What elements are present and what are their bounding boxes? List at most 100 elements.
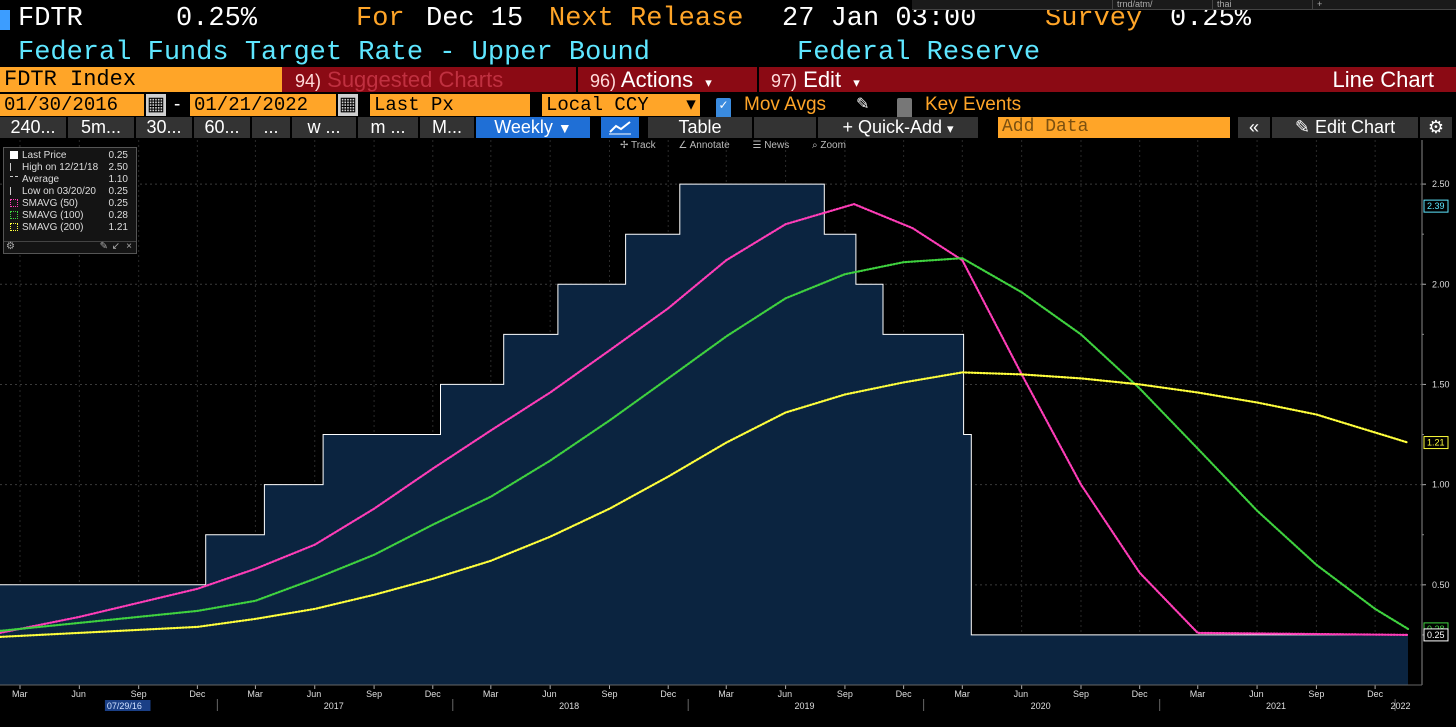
line-chart-icon[interactable] — [601, 117, 639, 138]
date-controls: 01/30/2016 ▦ - 01/21/2022 ▦ Last Px Loca… — [0, 94, 1456, 120]
price-chart[interactable]: 0.501.001.502.002.502.391.210.280.25 Mar… — [0, 140, 1456, 727]
description: Federal Funds Target Rate - Upper Bound — [18, 38, 650, 68]
key-events-label[interactable]: Key Events — [925, 94, 1022, 115]
top-cell[interactable]: thai — [1212, 0, 1312, 9]
pencil-icon[interactable]: ✎ — [856, 96, 870, 113]
series-line-smavg-2 — [0, 257, 1410, 632]
edit-chart-label: Edit Chart — [1315, 117, 1396, 137]
suggested-charts-button[interactable]: 94) Suggested Charts — [285, 67, 573, 92]
currency-select[interactable]: Local CCY — [542, 94, 682, 116]
collapse-icon[interactable]: « — [1238, 117, 1270, 138]
gear-icon[interactable]: ⚙ — [1420, 117, 1452, 138]
period-button[interactable]: w ... — [292, 117, 356, 138]
edit-chart-button[interactable]: ✎ Edit Chart — [1272, 117, 1418, 138]
y-axis: 0.501.001.502.002.502.391.210.280.25 — [1421, 140, 1456, 727]
news-tool[interactable]: ☰ News — [752, 140, 790, 151]
close-icon[interactable]: × — [126, 241, 132, 252]
x-tick-label: Jun — [1249, 689, 1264, 699]
x-tick-label: Dec — [896, 689, 913, 699]
value-tag — [1423, 628, 1449, 642]
top-right-strip: trnd/atm/ thai + — [912, 0, 1456, 10]
actions-label: Actions — [620, 67, 694, 92]
value-tag — [1423, 199, 1449, 213]
y-tick-label: 2.50 — [1432, 179, 1450, 189]
gear-icon[interactable]: ⚙ — [6, 241, 15, 252]
legend-swatch — [10, 211, 18, 219]
legend-item: Average 1.10 — [10, 174, 134, 186]
x-tick-label: Dec — [1367, 689, 1384, 699]
mov-avgs-label[interactable]: Mov Avgs — [744, 94, 827, 115]
high-icon — [10, 163, 18, 171]
period-toolbar: 240... 5m... 30... 60... ... w ... m ...… — [0, 117, 1456, 139]
pencil-icon: ✎ — [1294, 117, 1311, 137]
suggested-label: Suggested Charts — [327, 67, 504, 92]
top-cell[interactable]: + — [1312, 0, 1412, 9]
period-button[interactable]: 5m... — [68, 117, 134, 138]
period-button[interactable]: 60... — [194, 117, 250, 138]
blank-button — [754, 117, 816, 138]
value-tag-label: 2.39 — [1427, 201, 1445, 211]
chart-tools: ✢ Track ∠ Annotate ☰ News ⌕ Zoom — [620, 140, 866, 151]
value-tag-label: 0.25 — [1427, 630, 1445, 640]
table-button[interactable]: Table — [648, 117, 752, 138]
value-tag — [1423, 436, 1449, 450]
year-label: 2019 — [795, 701, 815, 711]
year-label: 2022 — [1391, 701, 1411, 711]
x-tick-label: Dec — [425, 689, 442, 699]
x-tick-label: Mar — [718, 689, 734, 699]
series-line-last-price — [0, 183, 1408, 636]
x-tick-label: Mar — [1190, 689, 1206, 699]
actions-menu[interactable]: 96) Actions ▾ — [576, 67, 754, 92]
year-label: 2020 — [1031, 701, 1051, 711]
area-fill-last-price — [0, 184, 1408, 685]
x-tick-label: Jun — [307, 689, 322, 699]
end-date-field[interactable]: 01/21/2022 — [190, 94, 336, 116]
period-button[interactable]: m ... — [358, 117, 418, 138]
series-layer — [0, 183, 1410, 685]
period-button[interactable]: 30... — [136, 117, 192, 138]
y-tick-label: 1.50 — [1432, 379, 1450, 389]
function-toolbar: FDTR Index 94) Suggested Charts 96) Acti… — [0, 67, 1456, 92]
annotate-tool[interactable]: ∠ Annotate — [678, 140, 730, 151]
actions-num: 96) — [590, 71, 617, 91]
next-release-label: Next Release — [549, 4, 744, 34]
index-label[interactable]: FDTR Index — [0, 67, 282, 92]
pin-icon[interactable]: ✎ — [99, 241, 108, 252]
date-separator: - — [174, 94, 181, 115]
x-tick-label: Mar — [483, 689, 499, 699]
cursor-marker — [0, 10, 10, 30]
chevron-down-icon[interactable]: ▾ — [682, 94, 700, 116]
chart-legend[interactable]: Last Price 0.25 High on 12/21/18 2.50 Aver… — [3, 147, 137, 254]
key-events-checkbox[interactable] — [897, 98, 912, 120]
track-tool[interactable]: ✢ Track — [620, 140, 656, 151]
x-tick-label: Sep — [366, 689, 382, 699]
calendar-icon[interactable]: ▦ — [146, 94, 166, 116]
x-tick-label: Mar — [954, 689, 970, 699]
x-tick-label: Jun — [71, 689, 86, 699]
legend-item: High on 12/21/18 2.50 — [10, 162, 134, 174]
zoom-tool[interactable]: ⌕ Zoom — [811, 140, 846, 151]
mov-avgs-checkbox[interactable]: ✓ — [716, 98, 731, 120]
top-cell[interactable]: trnd/atm/ — [1112, 0, 1212, 9]
period-select-weekly[interactable]: Weekly ▼ — [476, 117, 590, 138]
legend-footer: ⚙ ✎ ↙ × — [4, 241, 136, 253]
collapse-icon[interactable]: ↙ — [111, 241, 120, 252]
field-select[interactable]: Last Px — [370, 94, 530, 116]
y-tick-label: 2.00 — [1432, 279, 1450, 289]
source: Federal Reserve — [797, 38, 1041, 68]
x-tick-label: Jun — [542, 689, 557, 699]
period-button[interactable]: M... — [420, 117, 474, 138]
calendar-icon[interactable]: ▦ — [338, 94, 358, 116]
period-button[interactable]: ... — [252, 117, 290, 138]
legend-item: Last Price 0.25 — [10, 150, 134, 162]
chevron-down-icon: ▾ — [853, 75, 860, 90]
date-cursor-badge — [104, 700, 151, 711]
edit-menu[interactable]: 97) Edit ▾ — [757, 67, 891, 92]
period-button[interactable]: 240... — [0, 117, 66, 138]
x-tick-label: Sep — [1308, 689, 1324, 699]
year-label: 2021 — [1266, 701, 1286, 711]
add-data-input[interactable]: Add Data — [998, 117, 1230, 138]
quick-add-button[interactable]: + Quick-Add ▾ — [818, 117, 978, 138]
quick-add-label: + Quick-Add — [842, 117, 942, 137]
start-date-field[interactable]: 01/30/2016 — [0, 94, 144, 116]
